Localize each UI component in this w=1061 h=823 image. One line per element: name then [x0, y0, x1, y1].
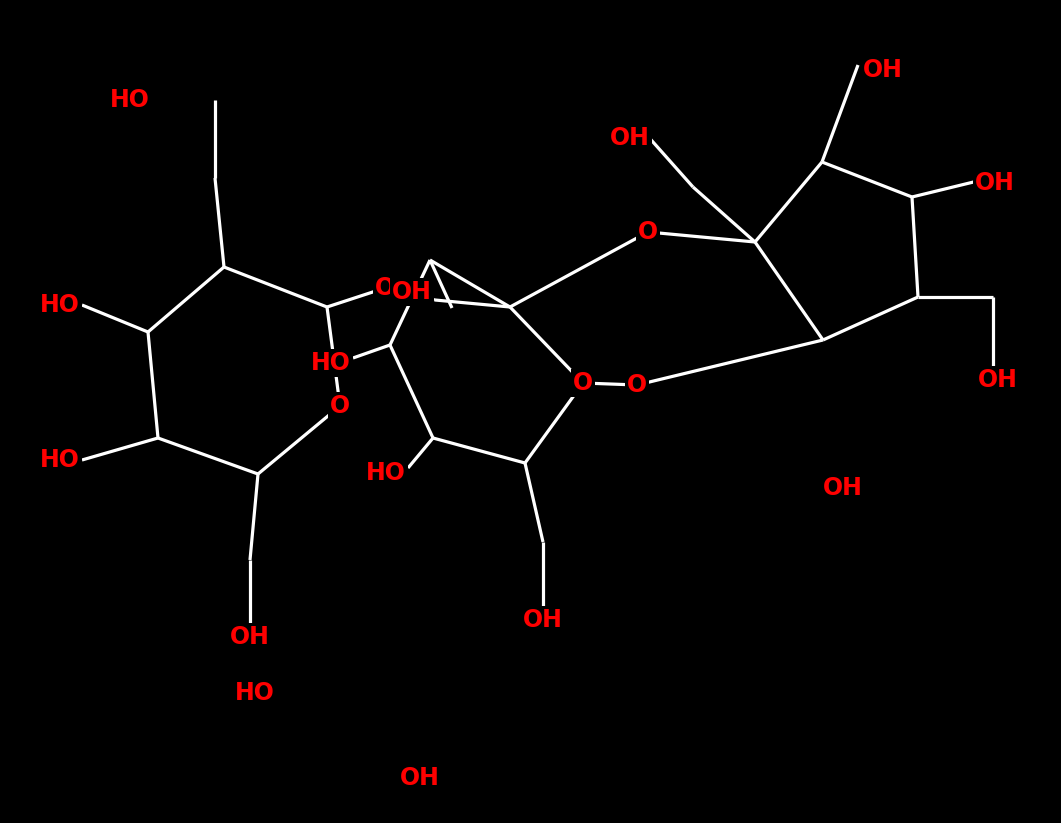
- Text: HO: HO: [236, 681, 275, 705]
- Text: HO: HO: [311, 351, 351, 375]
- Text: OH: OH: [975, 171, 1015, 195]
- Text: OH: OH: [523, 608, 563, 632]
- Text: HO: HO: [110, 88, 150, 112]
- Text: HO: HO: [40, 293, 80, 317]
- Text: O: O: [375, 276, 395, 300]
- Text: O: O: [573, 371, 593, 395]
- Text: O: O: [638, 220, 658, 244]
- Text: HO: HO: [40, 448, 80, 472]
- Text: OH: OH: [400, 766, 440, 790]
- Text: OH: OH: [978, 368, 1017, 392]
- Text: HO: HO: [366, 461, 406, 485]
- Text: O: O: [627, 373, 647, 397]
- Text: OH: OH: [610, 126, 650, 150]
- Text: OH: OH: [393, 280, 432, 304]
- Text: OH: OH: [823, 476, 863, 500]
- Text: OH: OH: [230, 625, 269, 649]
- Text: O: O: [330, 394, 350, 418]
- Text: OH: OH: [863, 58, 903, 82]
